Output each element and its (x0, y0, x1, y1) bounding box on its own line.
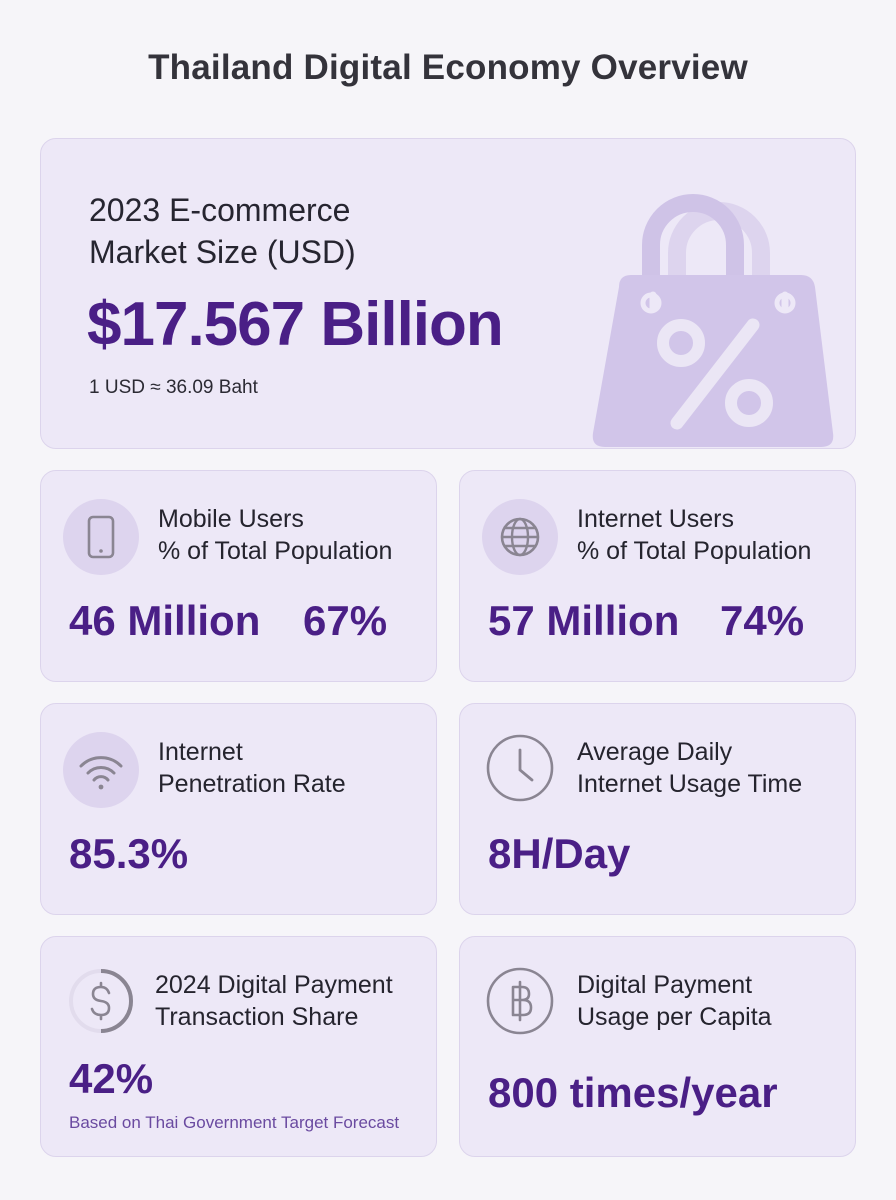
exchange-rate-note: 1 USD ≈ 36.09 Baht (89, 377, 258, 398)
mobile-users-value: 46 Million (69, 597, 261, 644)
mobile-users-percent: 67% (303, 597, 388, 644)
digital-payment-share-label: 2024 Digital Payment Transaction Share (155, 971, 393, 1031)
internet-users-percent: 74% (720, 597, 805, 644)
payment-usage-label: Digital Payment Usage per Capita (577, 971, 772, 1031)
internet-penetration-label: Internet Penetration Rate (158, 738, 346, 798)
internet-users-value: 57 Million (488, 597, 680, 644)
payment-usage-value: 800 times/year (488, 1069, 778, 1116)
payment-usage-card: Digital Payment Usage per Capita 800 tim… (459, 936, 856, 1157)
ecommerce-market-value: $17.567 Billion (87, 290, 504, 359)
daily-usage-card: Average Daily Internet Usage Time 8H/Day (459, 703, 856, 915)
digital-payment-share-card: 2024 Digital Payment Transaction Share 4… (40, 936, 437, 1157)
wifi-icon (63, 732, 139, 808)
internet-penetration-value: 85.3% (69, 830, 189, 877)
shopping-bag-percent-icon (592, 194, 834, 447)
internet-penetration-card: Internet Penetration Rate 85.3% (40, 703, 437, 915)
internet-users-label: Internet Users % of Total Population (577, 505, 812, 565)
mobile-phone-icon (63, 499, 139, 575)
ecommerce-market-card: 2023 E-commerce Market Size (USD) $17.56… (40, 138, 856, 449)
page-title: Thailand Digital Economy Overview (148, 48, 748, 87)
mobile-users-label: Mobile Users % of Total Population (158, 505, 393, 565)
mobile-users-card: Mobile Users % of Total Population 46 Mi… (40, 470, 437, 682)
clock-icon (482, 732, 558, 808)
ecommerce-market-label: 2023 E-commerce Market Size (USD) (89, 192, 356, 270)
daily-usage-value: 8H/Day (488, 830, 631, 877)
internet-users-card: Internet Users % of Total Population 57 … (459, 470, 856, 682)
forecast-note: Based on Thai Government Target Forecast (69, 1113, 400, 1132)
globe-icon (482, 499, 558, 575)
digital-payment-share-value: 42% (69, 1055, 154, 1102)
dollar-circle-icon (63, 965, 139, 1041)
daily-usage-label: Average Daily Internet Usage Time (577, 738, 803, 798)
baht-circle-icon (482, 965, 558, 1041)
